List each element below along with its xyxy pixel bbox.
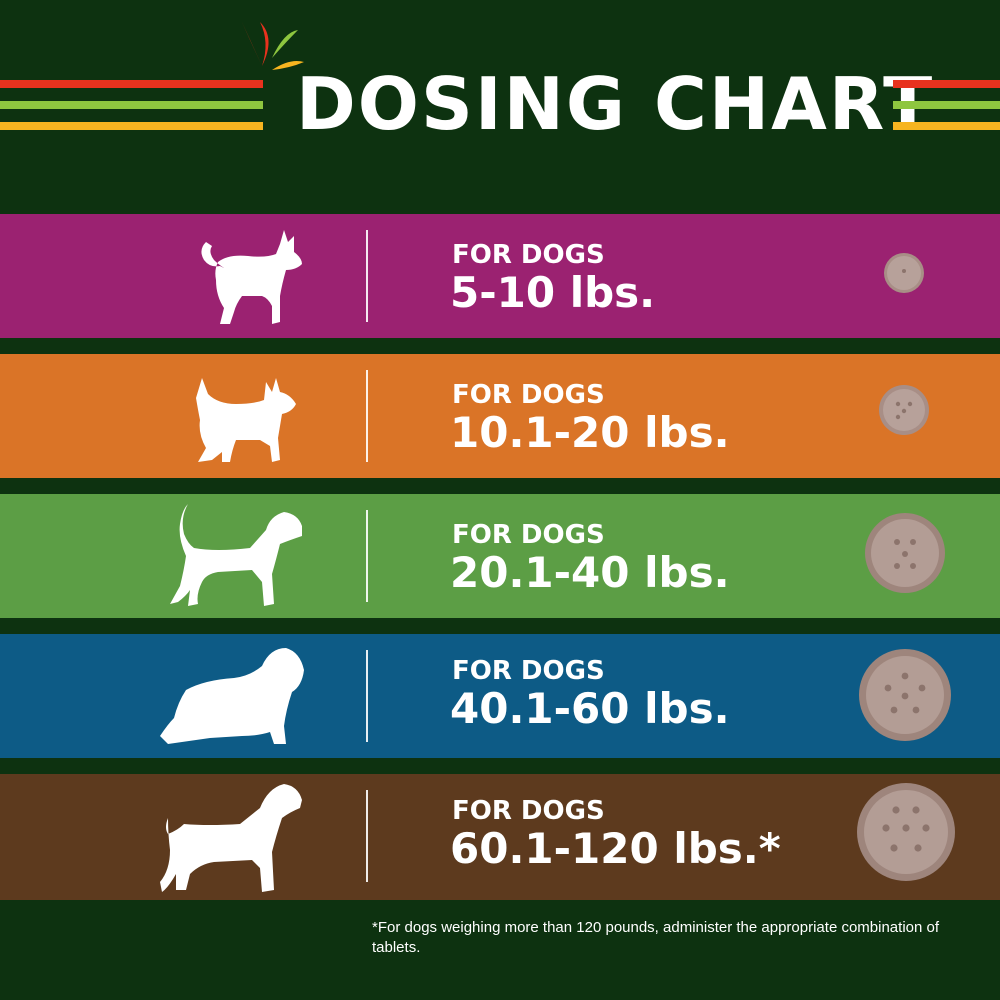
row-heading: FOR DOGS xyxy=(452,520,605,550)
dosing-row-40-60: FOR DOGS 40.1-60 lbs. xyxy=(0,634,1000,758)
tablet-icon xyxy=(859,649,951,741)
tablet-icon xyxy=(884,253,924,293)
small-terrier-dog-icon xyxy=(201,230,302,324)
tablet-icon xyxy=(865,513,945,593)
dosing-row-20-40: FOR DOGS 20.1-40 lbs. xyxy=(0,494,1000,618)
row-heading: FOR DOGS xyxy=(452,796,605,826)
row-divider xyxy=(366,650,368,742)
row-heading: FOR DOGS xyxy=(452,240,605,270)
weight-range: 60.1-120 lbs.* xyxy=(450,824,781,873)
row-heading: FOR DOGS xyxy=(452,656,605,686)
sheepdog-dog-icon xyxy=(160,648,304,744)
beagle-dog-icon xyxy=(170,504,302,606)
stripes-right xyxy=(893,80,1000,143)
dosing-row-60-120: FOR DOGS 60.1-120 lbs.* xyxy=(0,774,1000,900)
stripes-left xyxy=(0,80,263,143)
row-divider xyxy=(366,230,368,322)
weight-range: 20.1-40 lbs. xyxy=(450,548,730,597)
cairn-terrier-dog-icon xyxy=(196,378,296,462)
large-dog-icon xyxy=(160,784,302,892)
row-divider xyxy=(366,510,368,602)
row-divider xyxy=(366,790,368,882)
row-heading: FOR DOGS xyxy=(452,380,605,410)
header: DOSING CHART xyxy=(0,0,1000,200)
dosing-row-10-20: FOR DOGS 10.1-20 lbs. xyxy=(0,354,1000,478)
row-divider xyxy=(366,370,368,462)
tablet-icon xyxy=(857,783,955,881)
brand-logo-icon xyxy=(242,22,304,70)
dosing-row-5-10: FOR DOGS 5-10 lbs. xyxy=(0,214,1000,338)
tablet-icon xyxy=(879,385,929,435)
weight-range: 5-10 lbs. xyxy=(450,268,656,317)
footnote: *For dogs weighing more than 120 pounds,… xyxy=(372,919,940,956)
weight-range: 40.1-60 lbs. xyxy=(450,684,730,733)
weight-range: 10.1-20 lbs. xyxy=(450,408,730,457)
page-title: DOSING CHART xyxy=(296,62,935,146)
